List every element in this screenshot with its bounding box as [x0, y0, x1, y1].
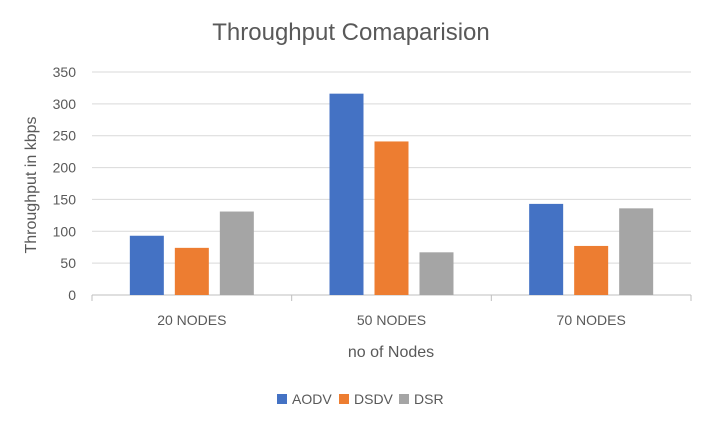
- y-tick-label: 200: [53, 160, 77, 176]
- legend-label-dsdv: DSDV: [354, 391, 394, 407]
- bar-dsdv-1: [174, 247, 209, 295]
- legend: AODV DSDV DSR: [277, 391, 444, 407]
- bar-dsr-1: [219, 211, 254, 295]
- legend-label-aodv: AODV: [292, 391, 332, 407]
- bar-dsr-2: [419, 252, 454, 295]
- legend-swatch-dsr: [399, 394, 409, 404]
- bar-dsdv-2: [374, 141, 409, 295]
- y-tick-label: 150: [53, 191, 77, 207]
- bar-dsr-3: [619, 208, 654, 295]
- y-tick-label: 50: [60, 255, 76, 271]
- bar-aodv-2: [329, 93, 364, 295]
- y-tick-label: 300: [53, 96, 77, 112]
- chart-title: Throughput Comaparision: [212, 19, 490, 46]
- legend-swatch-dsdv: [339, 394, 349, 404]
- x-tick-label: 20 NODES: [157, 312, 226, 328]
- x-axis-title: no of Nodes: [348, 344, 434, 361]
- x-tick-label: 70 NODES: [557, 312, 626, 328]
- y-tick-label: 350: [53, 64, 77, 80]
- y-axis-ticks: 0 50 100 150 200 250 300 350: [53, 64, 77, 303]
- bars: [129, 93, 654, 295]
- y-axis-title: Throughput in kbps: [23, 117, 40, 254]
- y-tick-label: 250: [53, 128, 77, 144]
- bar-aodv-1: [129, 235, 164, 295]
- x-tick-label: 50 NODES: [357, 312, 426, 328]
- y-tick-label: 0: [68, 287, 76, 303]
- x-axis-ticks: 20 NODES 50 NODES 70 NODES: [91, 295, 692, 328]
- bar-aodv-3: [529, 203, 564, 295]
- y-tick-label: 100: [53, 223, 77, 239]
- legend-label-dsr: DSR: [414, 391, 444, 407]
- bar-dsdv-3: [574, 245, 609, 295]
- legend-swatch-aodv: [277, 394, 287, 404]
